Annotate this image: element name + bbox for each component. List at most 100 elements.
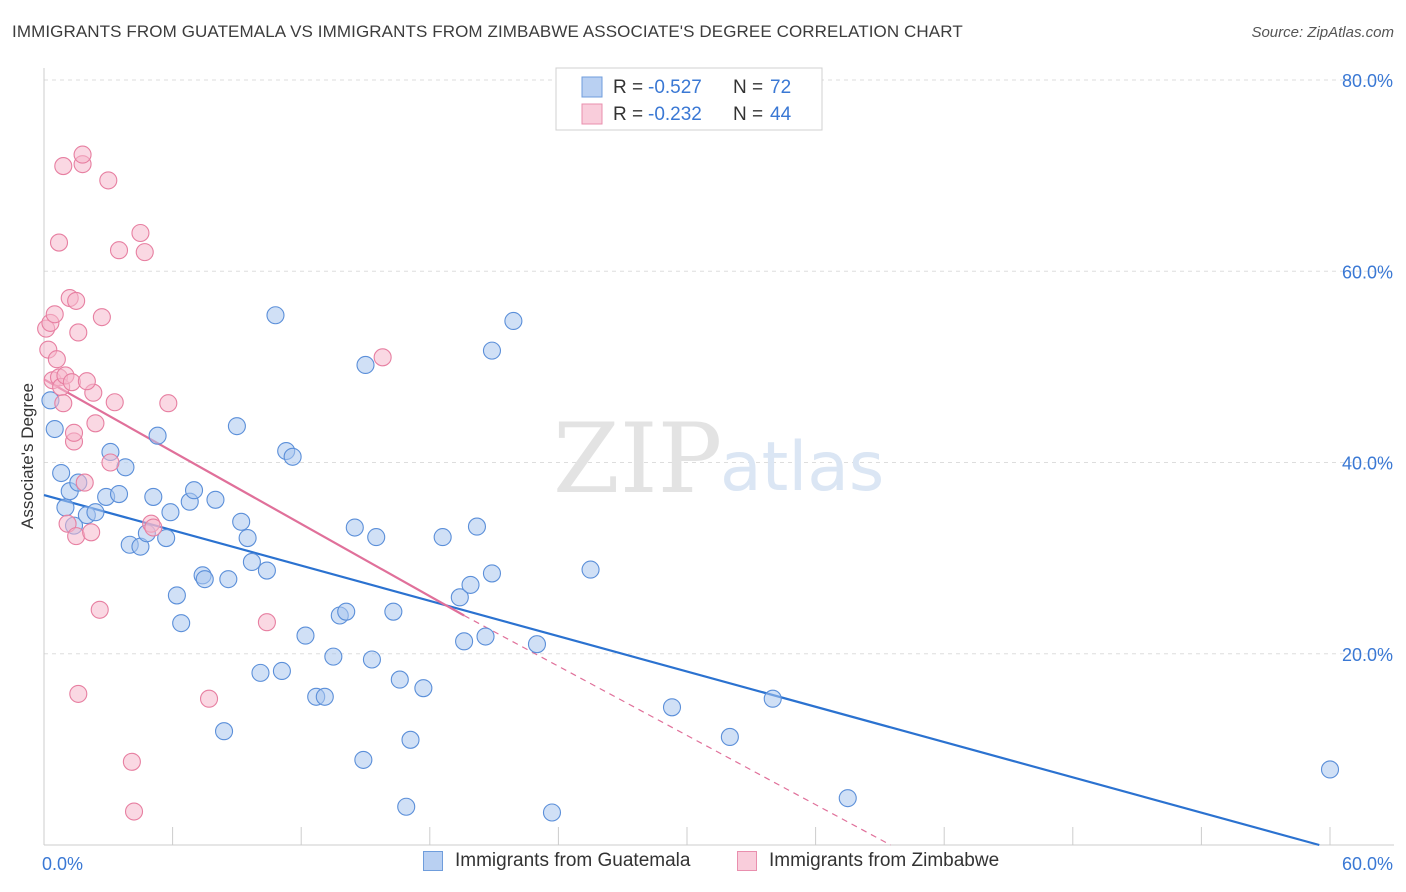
point-guatemala[interactable]	[324, 647, 343, 666]
stats-r-value-guatemala: -0.527	[648, 77, 702, 98]
point-guatemala[interactable]	[362, 650, 381, 669]
point-guatemala[interactable]	[401, 730, 420, 749]
point-zimbabwe[interactable]	[105, 393, 124, 412]
point-guatemala[interactable]	[148, 426, 167, 445]
point-zimbabwe[interactable]	[45, 305, 64, 324]
point-guatemala[interactable]	[109, 485, 129, 504]
x-tick-label: 60.0%	[1342, 854, 1393, 874]
point-zimbabwe[interactable]	[47, 350, 66, 369]
point-guatemala[interactable]	[450, 588, 469, 607]
point-guatemala[interactable]	[238, 528, 257, 548]
point-guatemala[interactable]	[720, 727, 739, 746]
point-guatemala[interactable]	[45, 419, 64, 439]
point-zimbabwe[interactable]	[69, 684, 88, 703]
point-guatemala[interactable]	[266, 306, 285, 325]
point-guatemala[interactable]	[414, 679, 433, 698]
point-guatemala[interactable]	[662, 698, 682, 717]
point-guatemala[interactable]	[86, 503, 105, 522]
point-guatemala[interactable]	[195, 570, 214, 589]
point-zimbabwe[interactable]	[92, 308, 111, 327]
point-zimbabwe[interactable]	[86, 414, 105, 433]
point-zimbabwe[interactable]	[144, 518, 163, 537]
point-zimbabwe[interactable]	[90, 600, 109, 619]
trend-line-zimbabwe-extension	[463, 614, 891, 846]
point-guatemala[interactable]	[283, 447, 302, 466]
point-zimbabwe[interactable]	[77, 372, 96, 391]
point-guatemala[interactable]	[476, 627, 495, 646]
point-guatemala[interactable]	[161, 503, 180, 522]
point-guatemala[interactable]	[206, 490, 225, 509]
point-guatemala[interactable]	[242, 552, 261, 572]
point-guatemala[interactable]	[397, 797, 416, 816]
point-zimbabwe[interactable]	[122, 752, 141, 771]
point-zimbabwe[interactable]	[199, 689, 219, 708]
point-zimbabwe[interactable]	[64, 423, 84, 442]
point-guatemala[interactable]	[315, 687, 334, 706]
point-guatemala[interactable]	[172, 614, 191, 633]
point-zimbabwe[interactable]	[62, 373, 81, 392]
point-guatemala[interactable]	[52, 463, 71, 483]
point-guatemala[interactable]	[1320, 760, 1340, 779]
point-zimbabwe[interactable]	[109, 241, 129, 260]
stats-n-label-zimbabwe: N =	[733, 104, 763, 125]
point-guatemala[interactable]	[433, 528, 452, 547]
point-zimbabwe[interactable]	[159, 394, 178, 413]
legend-item-zimbabwe[interactable]: Immigrants from Zimbabwe	[737, 850, 999, 872]
point-guatemala[interactable]	[337, 602, 356, 621]
point-zimbabwe[interactable]	[99, 171, 118, 190]
point-guatemala[interactable]	[56, 498, 75, 517]
point-guatemala[interactable]	[167, 586, 186, 605]
point-guatemala[interactable]	[542, 803, 562, 822]
point-guatemala[interactable]	[482, 341, 502, 360]
point-guatemala[interactable]	[763, 689, 782, 708]
point-guatemala[interactable]	[461, 575, 480, 594]
tick-labels: 20.0% 40.0% 60.0% 80.0% 0.0% 60.0%	[42, 71, 1393, 874]
axes	[43, 68, 1394, 846]
point-zimbabwe[interactable]	[67, 291, 86, 310]
point-guatemala[interactable]	[356, 355, 375, 375]
point-guatemala[interactable]	[581, 560, 600, 579]
point-guatemala[interactable]	[455, 632, 474, 651]
point-guatemala[interactable]	[367, 528, 386, 547]
y-tick-label: 60.0%	[1342, 262, 1393, 282]
point-zimbabwe[interactable]	[54, 157, 73, 176]
point-zimbabwe[interactable]	[75, 473, 94, 492]
point-guatemala[interactable]	[184, 481, 204, 500]
point-zimbabwe[interactable]	[69, 323, 88, 342]
point-guatemala[interactable]	[251, 663, 270, 682]
point-guatemala[interactable]	[257, 561, 276, 580]
point-zimbabwe[interactable]	[58, 514, 77, 533]
point-guatemala[interactable]	[116, 458, 135, 477]
stats-swatch-zimbabwe	[581, 103, 603, 125]
point-guatemala[interactable]	[467, 517, 487, 536]
legend-item-guatemala[interactable]: Immigrants from Guatemala	[423, 850, 690, 872]
point-guatemala[interactable]	[345, 518, 364, 537]
point-guatemala[interactable]	[482, 564, 502, 583]
point-zimbabwe[interactable]	[101, 453, 120, 472]
point-guatemala[interactable]	[214, 722, 234, 741]
point-zimbabwe[interactable]	[49, 233, 69, 252]
point-zimbabwe[interactable]	[373, 348, 392, 367]
point-guatemala[interactable]	[227, 417, 246, 436]
point-guatemala[interactable]	[384, 602, 403, 621]
point-zimbabwe[interactable]	[82, 523, 101, 542]
point-zimbabwe[interactable]	[54, 394, 73, 413]
point-guatemala[interactable]	[219, 570, 238, 589]
point-guatemala[interactable]	[232, 512, 251, 531]
point-guatemala[interactable]	[157, 528, 176, 548]
point-zimbabwe[interactable]	[73, 145, 92, 164]
point-guatemala[interactable]	[144, 487, 163, 506]
legend-swatch-zimbabwe	[737, 851, 757, 871]
point-zimbabwe[interactable]	[124, 802, 144, 821]
point-zimbabwe[interactable]	[131, 223, 150, 243]
point-zimbabwe[interactable]	[135, 243, 154, 262]
point-zimbabwe[interactable]	[257, 613, 276, 632]
point-guatemala[interactable]	[527, 635, 547, 654]
point-guatemala[interactable]	[838, 789, 857, 808]
point-guatemala[interactable]	[354, 750, 373, 769]
point-zimbabwe[interactable]	[67, 527, 86, 546]
point-guatemala[interactable]	[296, 626, 315, 645]
point-guatemala[interactable]	[272, 661, 291, 681]
point-guatemala[interactable]	[390, 670, 409, 689]
point-guatemala[interactable]	[504, 311, 523, 331]
